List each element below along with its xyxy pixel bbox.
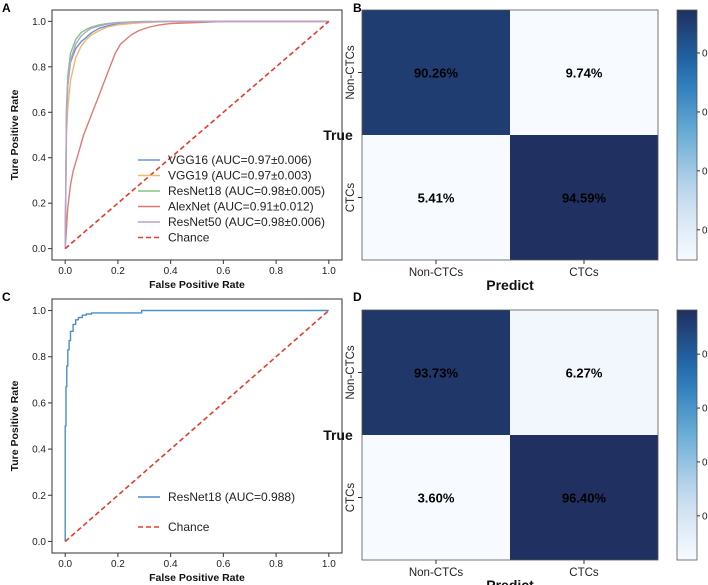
legend-label: VGG19 (AUC=0.97±0.003) <box>168 169 312 183</box>
panel-letter-c: C <box>2 290 11 304</box>
x-axis-label: False Positive Rate <box>149 279 245 291</box>
y-axis-label: Ture Positive Rate <box>9 380 21 471</box>
y-tick-label: Non-CTCs <box>345 45 357 100</box>
legend-label: Chance <box>168 231 210 245</box>
colorbar-tick-label: 0.8 <box>702 350 708 361</box>
y-tick-label: 0.4 <box>32 153 46 164</box>
y-tick-label: Non-CTCs <box>345 345 357 400</box>
heatmap-cell <box>510 310 658 435</box>
y-tick-label: 0.8 <box>32 62 46 73</box>
roc-chart-c: 0.0 0.2 0.4 0.6 0.8 1.0 0.0 0.2 0.4 0.6 0.8 1.0 ResN… <box>9 298 343 584</box>
x-tick-label: Non-CTCs <box>409 567 464 579</box>
colorbar-tick-label: 0.8 <box>702 48 708 59</box>
x-tick-label: 0.2 <box>111 266 125 277</box>
series-group <box>64 20 330 250</box>
heatmap-cell <box>362 135 510 260</box>
colorbar-tick-label: 0.6 <box>702 107 708 118</box>
cell-value-label: 6.27% <box>566 366 603 381</box>
colorbar-tick-label: 0.2 <box>702 225 708 236</box>
x-axis-label: Predict <box>486 277 534 293</box>
heatmap-cell <box>362 310 510 435</box>
legend-label: ResNet50 (AUC=0.98±0.006) <box>168 215 325 229</box>
y-tick-label: 1.0 <box>32 17 46 28</box>
cell-value-label: 96.40% <box>562 491 607 506</box>
y-tick-label: 0.2 <box>32 199 46 210</box>
y-tick-label: CTCs <box>345 183 357 213</box>
x-axis-label: False Positive Rate <box>149 572 245 584</box>
y-tick-label: 0.2 <box>32 491 46 502</box>
series-group <box>64 309 330 543</box>
x-tick-label: CTCs <box>569 567 599 579</box>
colorbar-tick-label: 0.2 <box>702 511 708 522</box>
colorbar-tick-label: 0.4 <box>702 166 708 177</box>
series-line-alexnet-auc-0-91-0-012 <box>64 20 329 249</box>
x-tick-label: 0.4 <box>164 559 178 570</box>
series-line-resnet18-auc-0-988 <box>64 309 329 542</box>
y-tick-label: 0.4 <box>32 445 46 456</box>
heatmap-cell <box>362 10 510 135</box>
x-tick-label: 0.0 <box>58 559 72 570</box>
x-tick-label: 0.6 <box>216 559 230 570</box>
x-tick-label: 0.4 <box>164 266 178 277</box>
panel-letter-b: B <box>353 1 362 15</box>
legend-label: ResNet18 (AUC=0.988) <box>168 490 295 504</box>
x-tick-label: Non-CTCs <box>409 267 464 279</box>
colorbar <box>676 9 698 261</box>
x-axis-label: Predict <box>486 577 534 585</box>
cell-value-label: 93.73% <box>414 366 459 381</box>
series-line-chance <box>64 309 330 543</box>
plot-frame <box>51 298 343 554</box>
heatmap-cell <box>510 135 658 260</box>
x-tick-label: 1.0 <box>322 266 336 277</box>
cell-value-label: 9.74% <box>566 66 603 81</box>
y-axis-label: Ture Positive Rate <box>9 89 21 180</box>
confusion-matrix-d: 93.73% 6.27% 3.60% 96.40% Non-CTCs CTCs Non-CT… <box>323 309 708 585</box>
heatmap-frame <box>361 9 659 261</box>
heatmap-cell <box>362 435 510 560</box>
legend-label: VGG16 (AUC=0.97±0.006) <box>168 153 312 167</box>
y-tick-label: 0.6 <box>32 108 46 119</box>
x-tick-label: 1.0 <box>322 559 336 570</box>
panel-letter-d: D <box>353 290 362 304</box>
x-tick-label: CTCs <box>569 267 599 279</box>
y-tick-label: 0.0 <box>32 537 46 548</box>
x-tick-label: 0.6 <box>216 266 230 277</box>
plot-frame <box>51 9 343 261</box>
y-tick-label: 0.0 <box>32 244 46 255</box>
y-tick-label: CTCs <box>345 483 357 513</box>
panel-letter-a: A <box>2 1 11 15</box>
y-axis-label: True <box>323 127 353 143</box>
heatmap-cell <box>510 10 658 135</box>
legend-label: Chance <box>168 520 210 534</box>
roc-chart-a: 0.0 0.2 0.4 0.6 0.8 1.0 0.0 0.2 0.4 0.6 0.8 1.0 VGG1… <box>9 9 343 291</box>
heatmap-frame <box>361 309 659 561</box>
colorbar-tick-label: 0.4 <box>702 457 708 468</box>
cell-value-label: 5.41% <box>418 191 455 206</box>
x-tick-label: 0.2 <box>111 559 125 570</box>
series-line-chance <box>64 20 330 250</box>
y-tick-label: 1.0 <box>32 306 46 317</box>
x-tick-label: 0.8 <box>269 559 283 570</box>
x-tick-label: 0.0 <box>58 266 72 277</box>
y-axis-label: True <box>323 427 353 443</box>
colorbar-tick-label: 0.6 <box>702 404 708 415</box>
cell-value-label: 94.59% <box>562 191 607 206</box>
y-tick-label: 0.8 <box>32 352 46 363</box>
heatmap-cell <box>510 435 658 560</box>
x-tick-label: 0.8 <box>269 266 283 277</box>
legend-label: AlexNet (AUC=0.91±0.012) <box>168 200 314 214</box>
cell-value-label: 90.26% <box>414 66 459 81</box>
cell-value-label: 3.60% <box>418 491 455 506</box>
colorbar <box>676 309 698 561</box>
y-tick-label: 0.6 <box>32 398 46 409</box>
legend-label: ResNet18 (AUC=0.98±0.005) <box>168 184 325 198</box>
confusion-matrix-b: 90.26% 9.74% 5.41% 94.59% Non-CTCs CTCs Non-CT… <box>323 9 708 293</box>
series-line-resnet50-auc-0-98-0-006 <box>64 20 329 249</box>
